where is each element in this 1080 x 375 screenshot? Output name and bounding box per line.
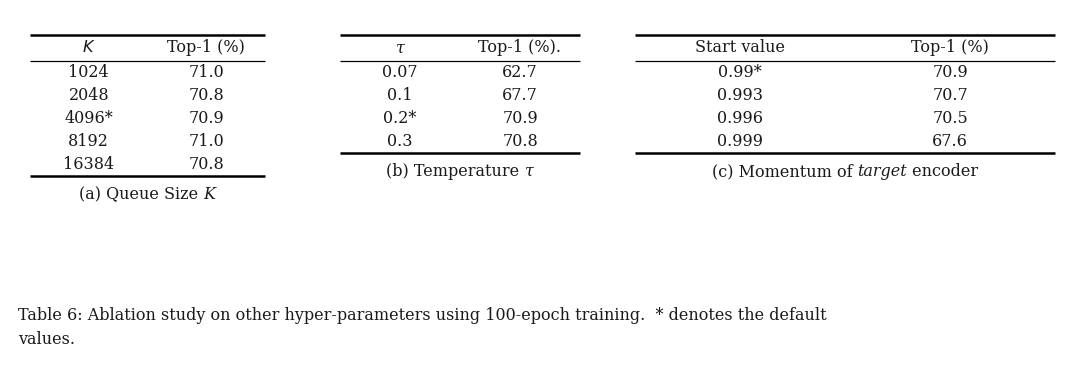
Text: τ: τ — [525, 163, 534, 180]
Text: 70.8: 70.8 — [188, 87, 225, 104]
Text: (b) Temperature: (b) Temperature — [387, 163, 525, 180]
Text: 4096*: 4096* — [65, 110, 113, 127]
Text: 70.9: 70.9 — [188, 110, 225, 127]
Text: Top-1 (%): Top-1 (%) — [912, 39, 989, 57]
Text: $K$: $K$ — [82, 39, 95, 57]
Text: 71.0: 71.0 — [188, 133, 225, 150]
Text: 70.9: 70.9 — [502, 110, 538, 127]
Text: 70.8: 70.8 — [502, 133, 538, 150]
Text: K: K — [204, 186, 216, 203]
Text: 8192: 8192 — [68, 133, 109, 150]
Text: 0.07: 0.07 — [382, 64, 418, 81]
Text: 1024: 1024 — [68, 64, 109, 81]
Text: 70.7: 70.7 — [932, 87, 968, 104]
Text: Top-1 (%).: Top-1 (%). — [478, 39, 562, 57]
Text: 0.3: 0.3 — [388, 133, 413, 150]
Text: 0.993: 0.993 — [717, 87, 762, 104]
Text: 2048: 2048 — [68, 87, 109, 104]
Text: 71.0: 71.0 — [188, 64, 225, 81]
Text: 0.996: 0.996 — [717, 110, 762, 127]
Text: encoder: encoder — [907, 163, 978, 180]
Text: 70.9: 70.9 — [932, 64, 968, 81]
Text: 62.7: 62.7 — [502, 64, 538, 81]
Text: (c) Momentum of: (c) Momentum of — [712, 163, 858, 180]
Text: 0.2*: 0.2* — [383, 110, 417, 127]
Text: Table 6: Ablation study on other hyper-parameters using 100-epoch training.  * d: Table 6: Ablation study on other hyper-p… — [18, 307, 826, 348]
Text: (a) Queue Size: (a) Queue Size — [79, 186, 204, 203]
Text: 70.5: 70.5 — [932, 110, 968, 127]
Text: 0.1: 0.1 — [388, 87, 413, 104]
Text: Start value: Start value — [696, 39, 785, 57]
Text: 0.999: 0.999 — [717, 133, 762, 150]
Text: 16384: 16384 — [64, 156, 114, 173]
Text: 0.99*: 0.99* — [718, 64, 761, 81]
Text: τ: τ — [395, 39, 404, 57]
Text: Top-1 (%): Top-1 (%) — [167, 39, 245, 57]
Text: 67.7: 67.7 — [502, 87, 538, 104]
Text: target: target — [858, 163, 907, 180]
Text: 70.8: 70.8 — [188, 156, 225, 173]
Text: 67.6: 67.6 — [932, 133, 968, 150]
